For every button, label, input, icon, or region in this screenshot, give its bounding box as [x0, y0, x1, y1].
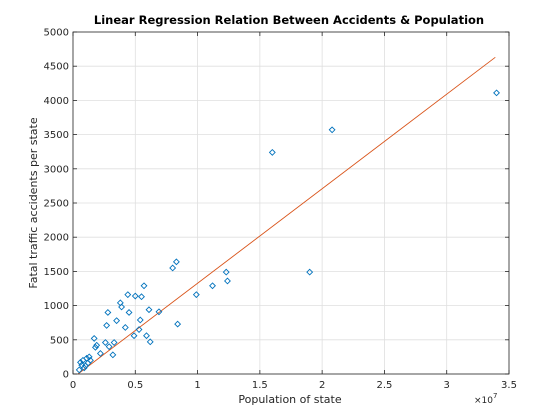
- data-point: [169, 264, 177, 272]
- data-point: [192, 291, 200, 299]
- data-point: [125, 309, 133, 316]
- data-point: [87, 356, 94, 364]
- x-axis-label: Population of state: [238, 393, 341, 406]
- data-point: [103, 321, 111, 329]
- data-point: [113, 317, 121, 325]
- y-tick-label: 1500: [44, 267, 69, 278]
- data-point: [93, 341, 101, 349]
- y-tick-label: 4500: [44, 62, 69, 73]
- x-tick-label: 3: [444, 380, 450, 391]
- x-axis-exponent: ×107: [474, 392, 497, 406]
- x-axis-exponent-power: 7: [493, 392, 497, 400]
- data-point: [90, 334, 98, 342]
- data-point: [105, 343, 113, 351]
- data-point: [85, 353, 93, 361]
- data-point: [155, 308, 163, 316]
- scatter-points: [75, 89, 500, 374]
- data-point: [136, 316, 144, 324]
- data-point: [91, 343, 99, 351]
- data-point: [140, 282, 148, 290]
- data-point: [224, 277, 231, 285]
- x-tick-label: 2.5: [376, 380, 392, 391]
- data-point: [104, 309, 112, 316]
- data-point: [268, 148, 276, 156]
- x-tick-label: 1.5: [252, 380, 268, 391]
- data-point: [121, 324, 129, 331]
- data-point: [124, 291, 132, 299]
- data-point: [172, 258, 180, 266]
- data-point: [109, 351, 117, 359]
- x-axis-exponent-base: ×10: [474, 396, 493, 406]
- axis-ticks: 0 0.5 1 1.5 2 2.5 3 3.5 0 500 1000 1500 2000 2500 3000…: [44, 28, 517, 392]
- data-point: [145, 306, 153, 314]
- data-point: [146, 338, 154, 346]
- y-tick-label: 3000: [44, 164, 69, 175]
- y-tick-label: 5000: [44, 28, 69, 39]
- y-tick-label: 3500: [44, 130, 69, 141]
- y-tick-label: 0: [63, 370, 69, 381]
- data-point: [96, 350, 104, 357]
- data-point: [131, 292, 139, 300]
- data-point: [135, 326, 143, 333]
- data-point: [101, 339, 109, 346]
- data-point: [143, 332, 150, 340]
- data-point: [75, 366, 83, 374]
- data-point: [77, 358, 84, 366]
- y-tick-label: 2000: [44, 233, 69, 244]
- x-tick-label: 3.5: [501, 380, 517, 391]
- data-point: [306, 268, 314, 276]
- data-point: [118, 303, 126, 311]
- data-point: [130, 332, 138, 340]
- data-point: [110, 339, 118, 346]
- x-tick-label: 0: [70, 380, 76, 391]
- grid: [72, 31, 510, 375]
- y-tick-label: 4000: [44, 96, 69, 107]
- y-tick-label: 2500: [44, 199, 69, 210]
- y-axis-label: Fatal traffic accidents per state: [27, 117, 40, 288]
- y-tick-label: 1000: [44, 301, 69, 312]
- x-tick-label: 2: [319, 380, 325, 391]
- regression-line: [77, 56, 496, 375]
- data-point: [222, 268, 230, 276]
- data-point: [80, 364, 88, 372]
- data-point: [138, 293, 145, 301]
- data-point: [328, 126, 336, 134]
- regression-line-layer: [77, 56, 496, 375]
- data-point: [174, 320, 182, 328]
- data-point: [493, 89, 500, 97]
- chart-title: Linear Regression Relation Between Accid…: [94, 13, 484, 27]
- x-tick-label: 0.5: [127, 380, 143, 391]
- data-point: [209, 282, 216, 290]
- y-tick-label: 500: [50, 335, 69, 346]
- x-tick-label: 1: [194, 380, 200, 391]
